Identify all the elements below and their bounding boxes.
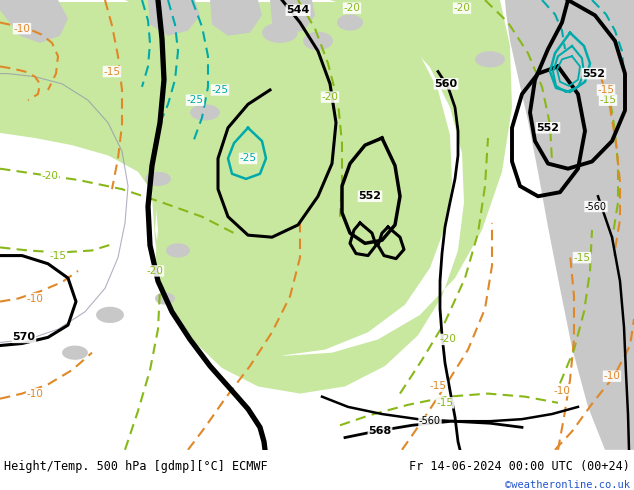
- Text: -20: -20: [42, 171, 58, 181]
- Text: -25: -25: [186, 95, 204, 105]
- Polygon shape: [0, 0, 512, 393]
- Text: -15: -15: [103, 67, 120, 76]
- Polygon shape: [0, 0, 68, 43]
- Text: -10: -10: [604, 371, 621, 381]
- Text: -20: -20: [344, 3, 361, 13]
- Polygon shape: [145, 172, 171, 186]
- Polygon shape: [270, 0, 315, 35]
- Text: 552: 552: [583, 69, 605, 78]
- Text: -15: -15: [436, 398, 453, 408]
- Text: -560: -560: [585, 201, 607, 212]
- Text: -20: -20: [146, 266, 164, 276]
- Polygon shape: [210, 0, 262, 36]
- Polygon shape: [262, 23, 298, 43]
- Polygon shape: [303, 32, 333, 50]
- Polygon shape: [166, 244, 190, 258]
- Polygon shape: [155, 293, 175, 305]
- Text: -10: -10: [553, 386, 571, 395]
- Polygon shape: [0, 2, 452, 356]
- Text: 560: 560: [434, 79, 458, 89]
- Text: -15: -15: [574, 253, 590, 263]
- Text: -10: -10: [13, 24, 30, 34]
- Text: 568: 568: [368, 426, 392, 437]
- Text: -10: -10: [27, 294, 44, 303]
- Text: -10: -10: [27, 389, 44, 398]
- Text: -20: -20: [453, 3, 470, 13]
- Polygon shape: [62, 345, 88, 360]
- Polygon shape: [475, 51, 505, 68]
- Text: 552: 552: [536, 123, 559, 133]
- Text: Fr 14-06-2024 00:00 UTC (00+24): Fr 14-06-2024 00:00 UTC (00+24): [409, 460, 630, 473]
- Polygon shape: [96, 307, 124, 323]
- Text: Height/Temp. 500 hPa [gdmp][°C] ECMWF: Height/Temp. 500 hPa [gdmp][°C] ECMWF: [4, 460, 268, 473]
- Text: -20: -20: [439, 334, 456, 344]
- Text: 544: 544: [287, 5, 309, 15]
- Text: -25: -25: [212, 85, 228, 95]
- Text: -560: -560: [419, 416, 441, 426]
- Polygon shape: [148, 0, 200, 36]
- Text: -15: -15: [597, 85, 614, 95]
- Text: -15: -15: [429, 381, 446, 392]
- Text: 552: 552: [358, 191, 382, 201]
- Text: 570: 570: [13, 332, 36, 343]
- Text: -25: -25: [240, 153, 257, 164]
- Text: ©weatheronline.co.uk: ©weatheronline.co.uk: [505, 480, 630, 490]
- Polygon shape: [190, 104, 220, 121]
- Polygon shape: [337, 14, 363, 31]
- Text: -15: -15: [600, 95, 616, 105]
- Polygon shape: [505, 0, 634, 450]
- Text: -15: -15: [49, 250, 67, 261]
- Text: -20: -20: [321, 92, 339, 102]
